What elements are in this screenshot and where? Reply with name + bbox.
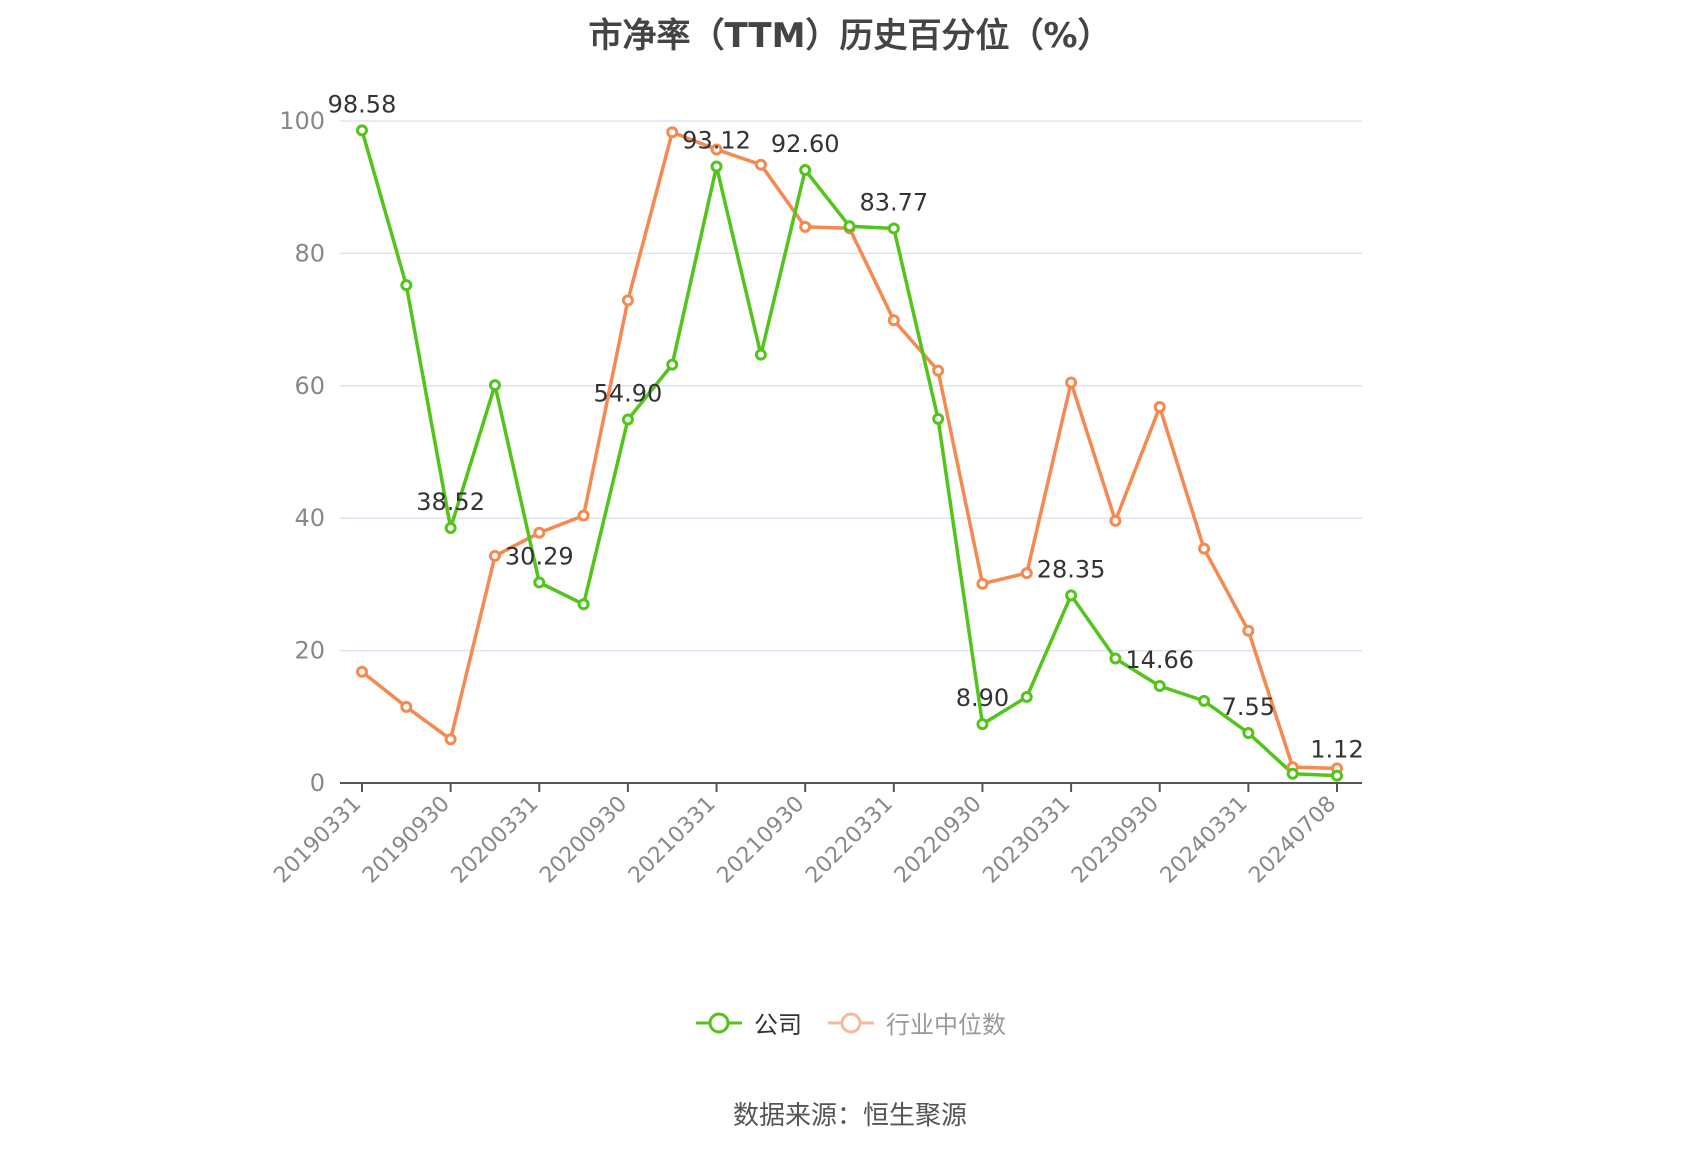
point-industry [1020, 567, 1033, 580]
point-industry [444, 733, 457, 746]
series-points [356, 124, 1343, 782]
point-industry [1153, 400, 1166, 413]
x-tick-label: 20190930 [358, 792, 455, 889]
point-company [1153, 679, 1166, 692]
y-tick-label: 40 [294, 504, 325, 532]
point-company [843, 220, 856, 233]
point-company [577, 598, 590, 611]
point-company [488, 379, 501, 392]
data-label: 38.52 [416, 488, 485, 516]
point-industry [533, 526, 546, 539]
point-company [887, 222, 900, 235]
x-tick-label: 20240331 [1156, 792, 1253, 889]
data-label: 14.66 [1125, 646, 1194, 674]
point-company [710, 160, 723, 173]
x-tick-label: 20240708 [1244, 792, 1341, 889]
x-tick-label: 20220331 [801, 792, 898, 889]
y-tick-label: 0 [310, 769, 325, 797]
data-label: 8.90 [956, 684, 1009, 712]
point-company [356, 124, 368, 137]
x-tick-label: 20230331 [978, 792, 1075, 889]
data-label: 1.12 [1310, 736, 1363, 764]
point-company [400, 279, 413, 292]
point-industry [577, 509, 590, 522]
legend-industry-marker-icon [828, 1012, 874, 1033]
point-company [1331, 769, 1343, 782]
y-tick-label: 20 [294, 637, 325, 665]
legend-item-company[interactable]: 公司 [694, 1005, 802, 1040]
point-company [1020, 690, 1033, 703]
data-label: 98.58 [328, 90, 397, 118]
legend: 公司 行业中位数 [0, 1005, 1700, 1040]
point-industry [887, 314, 900, 327]
point-company [444, 521, 457, 534]
y-tick-label: 100 [279, 107, 325, 135]
point-industry [1242, 624, 1255, 637]
data-label: 93.12 [682, 127, 751, 155]
point-industry [1109, 514, 1122, 527]
point-company [799, 163, 812, 176]
point-industry [666, 126, 679, 139]
legend-label-company: 公司 [754, 1011, 802, 1039]
point-company [976, 718, 989, 731]
legend-label-industry: 行业中位数 [886, 1011, 1006, 1039]
point-industry [799, 220, 812, 233]
y-tick-label: 60 [294, 372, 325, 400]
legend-company-marker-icon [696, 1012, 742, 1033]
point-industry [1198, 542, 1211, 555]
x-axis: 2019033120190930202003312020093020210331… [269, 782, 1362, 889]
data-label: 92.60 [771, 130, 840, 158]
x-tick-label: 20200930 [535, 792, 632, 889]
data-labels: 98.58 38.52 30.29 54.90 93.12 92.60 83.77 8.90 2… [328, 90, 1364, 763]
point-company [932, 412, 945, 425]
point-company [1198, 694, 1211, 707]
point-company [1242, 727, 1255, 740]
point-industry [710, 143, 723, 156]
point-industry [356, 665, 368, 678]
data-source: 数据来源：恒生聚源 [732, 1101, 967, 1131]
point-company [621, 413, 634, 426]
data-label: 30.29 [505, 542, 574, 570]
point-industry [1065, 376, 1078, 389]
y-tick-label: 80 [294, 239, 325, 267]
point-company [1286, 767, 1299, 780]
x-tick-label: 20230930 [1067, 792, 1164, 889]
x-tick-label: 20190331 [269, 792, 366, 889]
point-industry [400, 700, 413, 713]
grid-lines [340, 120, 1362, 652]
point-industry [754, 158, 767, 171]
x-tick-label: 20200331 [447, 792, 544, 889]
data-label: 54.90 [594, 380, 663, 408]
point-industry [621, 294, 634, 307]
data-label: 7.55 [1222, 693, 1275, 721]
x-tick-label: 20210331 [624, 792, 721, 889]
point-company [1109, 652, 1122, 665]
point-industry [488, 549, 501, 562]
point-company [1065, 589, 1078, 602]
point-industry [932, 364, 945, 377]
data-label: 28.35 [1037, 555, 1106, 583]
point-company [666, 358, 679, 371]
point-company [533, 576, 546, 589]
point-industry [976, 577, 989, 590]
x-tick-label: 20220930 [890, 792, 987, 889]
x-tick-label: 20210930 [713, 792, 810, 889]
y-axis: 0 20 40 60 80 100 [279, 107, 325, 797]
data-label: 83.77 [859, 188, 928, 216]
legend-item-industry[interactable]: 行业中位数 [826, 1005, 1006, 1040]
chart-title: 市净率（TTM）历史百分位（%） [588, 16, 1112, 56]
point-company [754, 348, 767, 361]
